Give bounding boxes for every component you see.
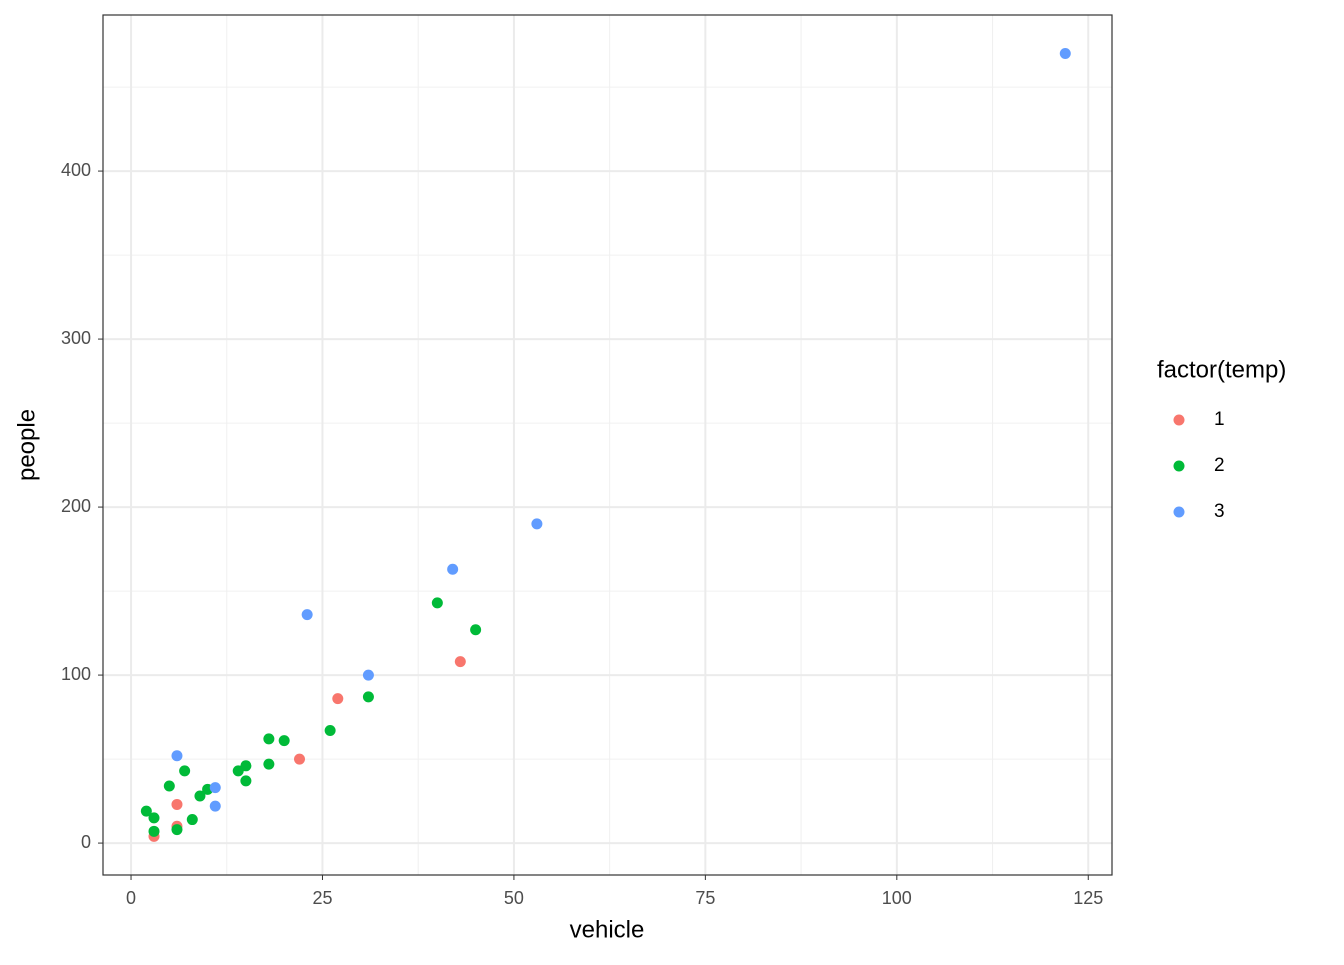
x-tick-label: 0 [126,888,136,908]
point [209,782,221,794]
x-tick-label: 25 [312,888,332,908]
legend-label: 1 [1214,409,1225,430]
point [240,760,252,772]
point [431,597,443,609]
point [171,750,183,762]
y-tick-label: 200 [61,496,91,516]
x-tick-label: 50 [504,888,524,908]
x-tick-label: 75 [695,888,715,908]
point [194,790,206,802]
legend-label: 2 [1214,455,1225,476]
point [1059,47,1071,59]
x-tick-label: 125 [1073,888,1103,908]
legend-key [1173,460,1185,472]
x-axis-title: vehicle [570,916,645,943]
point [263,758,275,770]
point [148,825,160,837]
point [278,735,290,747]
y-tick-label: 300 [61,328,91,348]
point [171,824,183,836]
point [332,693,344,705]
point [240,775,252,787]
point [209,800,221,812]
legend-label: 3 [1214,501,1225,522]
point [301,609,313,621]
panel-border [102,14,1113,876]
y-tick-label: 400 [61,160,91,180]
x-tick-label: 100 [882,888,912,908]
point [447,563,459,575]
point [294,753,306,765]
point [324,725,336,737]
point [163,780,175,792]
point [148,812,160,824]
legend-key [1173,506,1185,518]
y-tick-label: 0 [81,832,91,852]
y-tick-label: 100 [61,664,91,684]
point [140,805,152,817]
point [179,765,191,777]
point [531,518,543,530]
y-axis-title: people [13,409,40,481]
legend-key [1173,414,1185,426]
point [454,656,466,668]
point [470,624,482,636]
point [186,814,198,826]
point [362,691,374,703]
legend-title: factor(temp) [1157,356,1286,383]
point [362,669,374,681]
point [263,733,275,745]
point [171,798,183,810]
